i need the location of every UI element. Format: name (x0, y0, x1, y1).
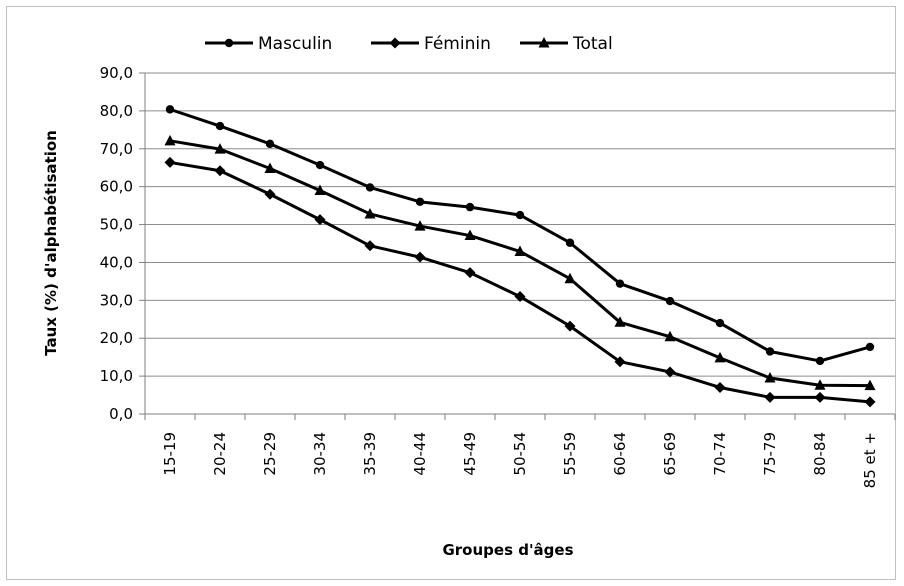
data-point-diamond (864, 396, 876, 408)
grid-lines (139, 72, 896, 420)
x-tick-label: 35-39 (361, 432, 379, 476)
data-point-circle (315, 160, 325, 170)
data-point-circle (265, 139, 275, 149)
x-tick-label: 75-79 (761, 432, 779, 476)
series-circle (165, 105, 875, 366)
x-tick-label: 80-84 (811, 432, 829, 476)
x-tick-label: 55-59 (561, 432, 579, 476)
chart-frame (6, 6, 896, 580)
y-tick-label: 40,0 (100, 253, 133, 271)
x-tick-label: 70-74 (711, 432, 729, 476)
x-tick-label: 65-69 (661, 432, 679, 476)
data-point-diamond (314, 214, 326, 226)
data-point-triangle (464, 229, 476, 241)
data-point-circle (215, 121, 225, 131)
data-point-triangle (214, 143, 226, 154)
data-point-circle (365, 183, 375, 192)
data-point-circle (224, 38, 234, 48)
data-point-triangle (264, 162, 276, 173)
data-point-triangle (414, 220, 426, 231)
data-point-triangle (664, 330, 676, 342)
data-point-diamond (664, 366, 676, 378)
legend-item: Féminin (371, 34, 491, 54)
x-tick-label: 50-54 (511, 432, 529, 476)
x-tick-label: 30-34 (311, 432, 329, 476)
y-tick-label: 0,0 (109, 405, 133, 423)
y-axis-title: Taux (%) d'alphabétisation (42, 130, 60, 356)
data-point-circle (665, 296, 675, 306)
data-point-diamond (514, 291, 526, 303)
y-tick-label: 90,0 (100, 64, 133, 82)
data-point-triangle (814, 379, 826, 390)
y-tick-label: 70,0 (100, 140, 133, 158)
data-point-triangle (614, 316, 626, 327)
y-tick-label: 80,0 (100, 102, 133, 120)
data-point-diamond (264, 188, 276, 200)
axes (144, 73, 895, 415)
series-lines (164, 105, 876, 408)
x-tick-label: 25-29 (261, 432, 279, 476)
data-point-circle (465, 202, 475, 212)
y-tick-label: 60,0 (100, 178, 133, 196)
data-point-triangle (538, 37, 550, 48)
series-line (169, 160, 871, 404)
x-axis-title: Groupes d'âges (442, 541, 573, 559)
data-point-diamond (214, 165, 226, 177)
x-tick-label: 85 et + (861, 432, 879, 488)
y-tick-label: 30,0 (100, 291, 133, 309)
data-point-diamond (564, 320, 576, 332)
legend-item: Total (520, 34, 613, 54)
data-point-triangle (764, 372, 776, 383)
data-point-diamond (414, 251, 426, 263)
data-point-circle (615, 279, 625, 288)
y-tick-label: 20,0 (100, 329, 133, 347)
legend: Masculin Féminin Total (205, 34, 613, 54)
data-point-diamond (464, 267, 476, 279)
data-point-triangle (864, 379, 876, 391)
data-point-triangle (514, 245, 526, 256)
x-tick-label: 45-49 (461, 432, 479, 476)
x-tick-label: 40-44 (411, 432, 429, 476)
legend-label: Féminin (424, 34, 491, 54)
data-point-diamond (164, 156, 176, 168)
data-point-triangle (714, 351, 726, 363)
data-point-triangle (314, 184, 326, 195)
data-point-diamond (614, 356, 626, 368)
legend-label: Masculin (258, 34, 332, 54)
y-tick-labels: 0,0 10,0 20,0 30,0 40,0 50,0 60,0 70,0 80,0 90,0 (100, 64, 133, 423)
data-point-circle (415, 197, 425, 207)
data-point-diamond (389, 37, 401, 49)
y-tick-label: 50,0 (100, 216, 133, 234)
data-point-circle (165, 105, 175, 114)
data-point-diamond (814, 391, 826, 403)
legend-label: Total (572, 34, 613, 54)
data-point-triangle (164, 134, 176, 146)
series-line (169, 107, 871, 363)
data-point-diamond (764, 391, 776, 403)
data-point-diamond (364, 240, 376, 252)
series-triangle (164, 134, 876, 391)
data-point-circle (515, 210, 525, 220)
legend-item: Masculin (205, 34, 332, 54)
data-point-diamond (714, 381, 726, 393)
data-point-circle (865, 342, 875, 352)
data-point-triangle (364, 207, 376, 219)
data-point-circle (565, 238, 575, 247)
data-point-circle (715, 318, 725, 328)
x-tick-label: 20-24 (211, 432, 229, 476)
x-tick-labels: 15-19 20-24 25-29 30-34 35-39 40-44 45-49 50-54… (161, 432, 879, 488)
y-tick-label: 10,0 (100, 367, 133, 385)
series-diamond (164, 156, 876, 408)
data-point-circle (765, 347, 775, 356)
data-point-triangle (564, 272, 576, 284)
x-tick-label: 60-64 (611, 432, 629, 476)
data-point-circle (815, 356, 825, 366)
x-tick-label: 15-19 (161, 432, 179, 476)
